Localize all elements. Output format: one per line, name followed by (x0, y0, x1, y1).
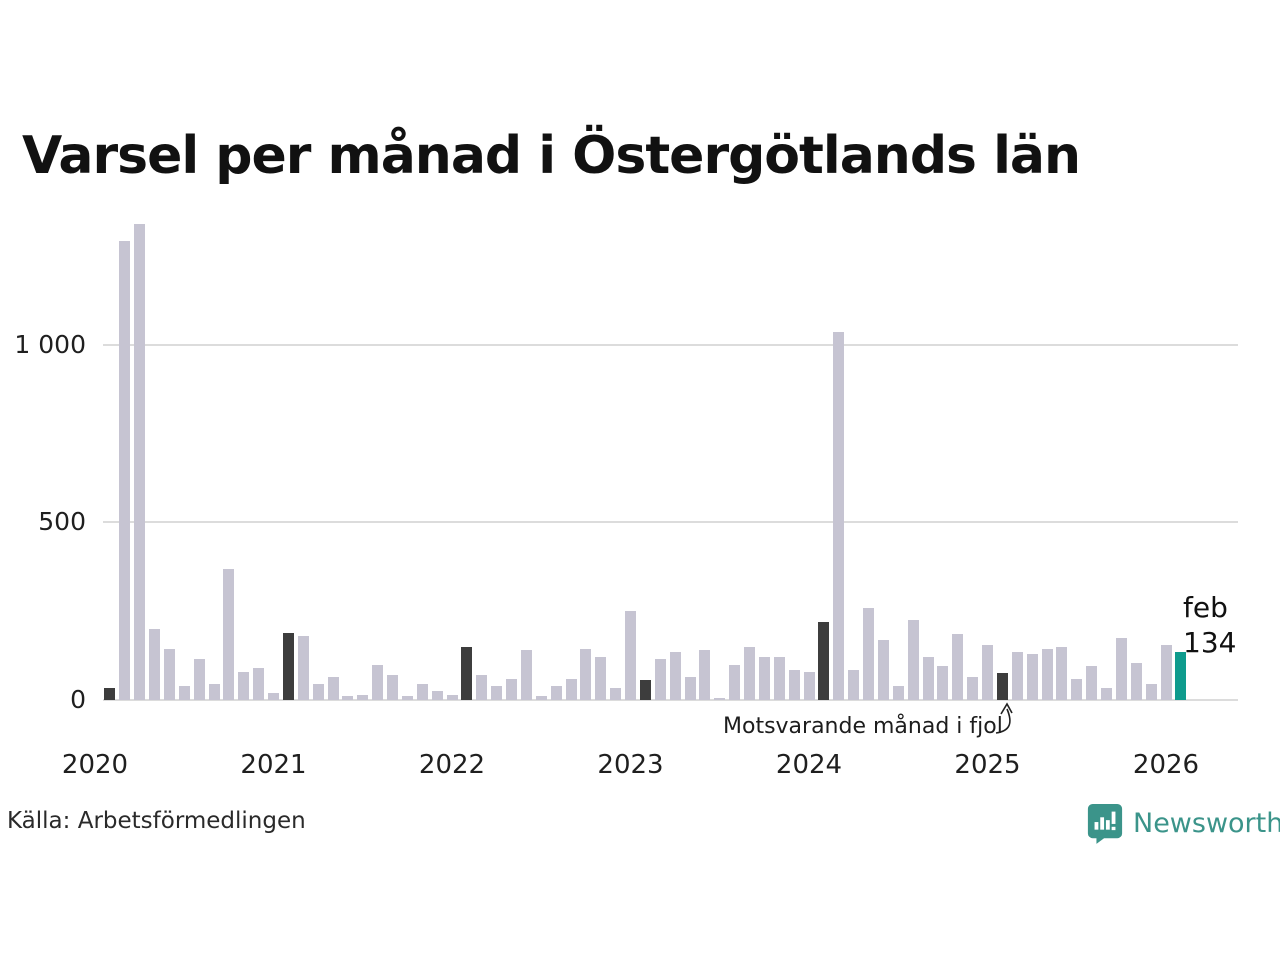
bar-2021-07 (357, 694, 369, 700)
bar-2021-01 (268, 692, 279, 700)
bar-2024-04 (848, 669, 860, 700)
bar-2023-10 (758, 657, 770, 700)
bar-2025-08 (1086, 666, 1098, 700)
last-year-annotation: Motsvarande månad i fjol (723, 714, 1003, 739)
newsworthy-speech-bubble-chart-icon (1087, 804, 1123, 844)
bar-2020-07 (178, 685, 190, 700)
bar-2025-06 (1056, 646, 1068, 700)
bar-2025-07 (1071, 678, 1083, 700)
bar-2026-02-current (1175, 652, 1187, 700)
x-axis-tick-label-2025: 2025 (954, 750, 1021, 780)
x-axis-tick-label-2024: 2024 (775, 750, 843, 780)
bar-2021-02-fjol (282, 632, 294, 700)
bar-2021-03 (297, 636, 309, 700)
bar-2021-10 (401, 696, 413, 700)
bar-2024-07 (892, 685, 904, 700)
gridline-y-1000 (103, 343, 1238, 346)
bar-2025-01 (982, 644, 993, 700)
bar-2025-11 (1130, 662, 1142, 700)
current-month-value: 134 (1183, 626, 1237, 659)
y-axis-tick-label: 1 000 (14, 329, 86, 359)
bar-2022-11 (595, 657, 607, 700)
bar-2024-06 (877, 639, 889, 700)
bar-2024-08 (907, 620, 919, 700)
bar-2021-08 (372, 664, 384, 700)
bar-2022-04 (491, 685, 503, 700)
bar-2024-11 (952, 634, 964, 700)
y-axis-tick-label: 0 (70, 685, 86, 714)
bar-2022-06 (520, 650, 532, 700)
bar-2023-11 (773, 657, 785, 700)
bar-2023-02-fjol (639, 680, 651, 700)
bar-2020-04 (134, 223, 146, 700)
bar-2022-01 (446, 694, 458, 700)
bar-2025-02-fjol (996, 673, 1008, 700)
current-month-value-label: feb 134 (1183, 590, 1236, 660)
bar-2020-08 (193, 659, 205, 700)
bar-2024-09 (922, 657, 934, 700)
bar-2023-04 (669, 652, 681, 700)
bar-2023-06 (699, 650, 711, 700)
bar-2021-09 (387, 675, 398, 700)
bar-2024-01 (803, 671, 815, 700)
bar-2023-01 (625, 611, 636, 700)
bar-2023-08 (729, 664, 741, 700)
newsworthy-logo: Newsworthy (1086, 802, 1280, 844)
bar-2022-03 (476, 675, 488, 700)
bar-2024-05 (863, 607, 874, 700)
x-axis-tick-label-2022: 2022 (418, 750, 486, 780)
bar-2023-07 (714, 698, 726, 700)
bar-2025-12 (1145, 684, 1157, 700)
bar-2025-04 (1026, 653, 1038, 700)
bar-2022-07 (535, 696, 547, 700)
bar-2025-05 (1041, 648, 1053, 700)
bar-2024-03 (833, 332, 845, 700)
bar-2020-02-fjol (104, 687, 116, 700)
bar-2021-05 (327, 676, 339, 700)
source-caption: Källa: Arbetsförmedlingen (7, 808, 306, 834)
bar-2024-12 (967, 676, 979, 700)
bar-2022-10 (580, 648, 592, 700)
bar-2020-06 (163, 648, 175, 700)
bar-2021-06 (342, 696, 354, 700)
bar-2022-12 (610, 687, 622, 700)
gridline-y-0 (103, 699, 1238, 701)
bar-2020-05 (149, 628, 160, 700)
bar-2025-10 (1115, 637, 1127, 700)
bar-2022-09 (565, 678, 577, 700)
bar-2020-09 (208, 684, 220, 700)
x-axis-tick-label-2023: 2023 (597, 750, 664, 780)
bar-2025-03 (1011, 652, 1023, 700)
x-axis-tick-label-2020: 2020 (61, 750, 129, 780)
bar-2023-12 (788, 669, 800, 700)
bar-2020-10 (223, 568, 235, 700)
bar-2025-09 (1101, 687, 1112, 700)
bar-2020-03 (119, 241, 131, 700)
bar-2024-10 (937, 666, 949, 700)
bar-2021-12 (431, 691, 443, 700)
bar-2024-02-fjol (818, 621, 830, 700)
bar-2021-11 (416, 684, 428, 700)
bar-2020-11 (238, 671, 250, 700)
bar-2020-12 (253, 668, 265, 700)
y-axis-tick-label: 500 (38, 507, 86, 537)
bar-2022-02-fjol (461, 646, 473, 700)
newsworthy-wordmark: Newsworthy (1133, 807, 1280, 839)
current-month-name: feb (1183, 591, 1228, 624)
x-axis-tick-label-2021: 2021 (240, 750, 307, 780)
bar-2023-09 (744, 646, 755, 700)
gridline-y-500 (103, 521, 1238, 524)
bar-2023-05 (684, 676, 696, 700)
bar-2021-04 (312, 684, 324, 700)
bar-2022-08 (550, 685, 562, 700)
bar-2023-03 (654, 659, 666, 700)
chart-title: Varsel per månad i Östergötlands län (22, 126, 1081, 186)
x-axis-tick-label-2026: 2026 (1132, 750, 1200, 780)
bar-2026-01 (1160, 644, 1172, 700)
bar-2022-05 (506, 678, 517, 700)
